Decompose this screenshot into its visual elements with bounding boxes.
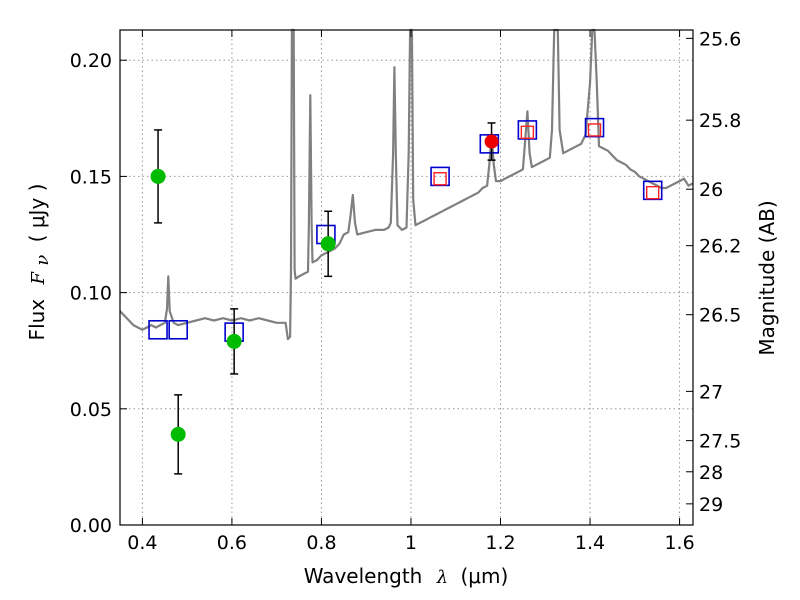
observed-square <box>587 123 602 137</box>
y2-tick-label: 27 <box>699 381 723 403</box>
green-data-point <box>320 236 336 252</box>
y2-tick-label: 25.6 <box>699 28 741 50</box>
plot-frame <box>119 29 694 526</box>
y-axis-label-subscript: ν <box>32 255 53 266</box>
y-tick-label: 0.00 <box>70 515 112 537</box>
green-data-point <box>150 168 166 184</box>
grid-lines <box>120 30 693 526</box>
x-tick-label: 0.8 <box>306 532 336 554</box>
model-square <box>168 319 188 340</box>
y2-tick-label: 28 <box>699 462 723 484</box>
y-tick-label: 0.05 <box>70 399 112 421</box>
red-data-point <box>484 134 499 149</box>
x-axis-label-text: Wavelength <box>304 564 423 588</box>
y2-tick-label: 26.5 <box>699 305 741 327</box>
x-tick-label: 0.4 <box>127 532 157 554</box>
photometry-markers <box>148 117 663 475</box>
x-axis-label: Wavelength λ (μm) <box>304 564 509 588</box>
y-tick-label: 0.10 <box>70 283 112 305</box>
y-tick-label: 0.20 <box>70 50 112 72</box>
model-square <box>479 134 500 154</box>
y2-tick-label: 29 <box>699 494 723 516</box>
y-axis-label-unit: ( μJy ) <box>25 184 49 243</box>
x-tick-label: 1.6 <box>664 532 694 554</box>
x-axis-label-unit: (μm) <box>460 564 508 588</box>
y2-tick-label: 26.2 <box>699 236 741 258</box>
observed-square <box>433 172 447 186</box>
observed-square <box>520 125 535 139</box>
y2-tick-label: 25.8 <box>699 110 741 132</box>
x-tick-label: 0.6 <box>217 532 247 554</box>
x-tick-label: 1.2 <box>485 532 515 554</box>
model-square <box>148 319 168 340</box>
observed-square <box>646 185 660 200</box>
x-tick-label: 1 <box>405 532 417 554</box>
green-data-point <box>226 333 242 349</box>
y-axis-label-symbol: F <box>28 271 49 286</box>
y2-tick-label: 26 <box>699 179 723 201</box>
x-tick-label: 1.4 <box>575 532 605 554</box>
green-data-point <box>170 426 186 442</box>
axis-ticks: 0.4 0.6 0.8 1 1.2 1.4 1.6 0.00 0.05 0.10 0.15 0.20 2… <box>70 28 742 554</box>
y-tick-label: 0.15 <box>70 166 112 188</box>
y-axis-label: Flux F ν ( μJy ) <box>25 184 53 341</box>
y2-axis-label: Magnitude (AB) <box>755 200 779 355</box>
y2-tick-label: 27.5 <box>699 431 741 453</box>
x-axis-label-symbol: λ <box>436 567 448 588</box>
y-axis-label-text: Flux <box>25 299 49 341</box>
